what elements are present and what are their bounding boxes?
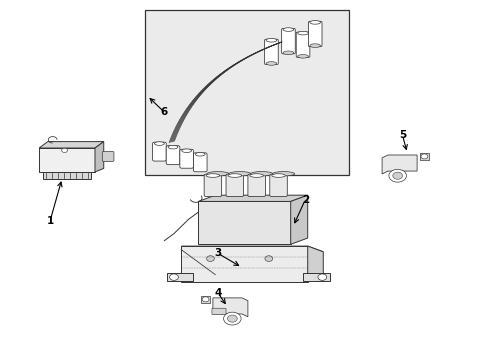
- FancyBboxPatch shape: [225, 174, 243, 197]
- Circle shape: [202, 297, 208, 302]
- Polygon shape: [307, 246, 323, 282]
- Text: 6: 6: [161, 107, 167, 117]
- FancyBboxPatch shape: [296, 32, 309, 57]
- Text: 5: 5: [398, 130, 406, 140]
- FancyBboxPatch shape: [211, 308, 225, 315]
- Circle shape: [420, 154, 427, 159]
- Circle shape: [61, 148, 67, 153]
- FancyBboxPatch shape: [269, 174, 287, 197]
- Ellipse shape: [265, 39, 276, 42]
- Ellipse shape: [227, 174, 241, 177]
- Ellipse shape: [309, 44, 320, 48]
- Ellipse shape: [265, 62, 276, 65]
- Polygon shape: [39, 148, 95, 172]
- Polygon shape: [166, 273, 193, 281]
- FancyBboxPatch shape: [193, 153, 206, 172]
- Circle shape: [169, 274, 178, 280]
- Text: 3: 3: [214, 248, 221, 258]
- Polygon shape: [181, 246, 323, 252]
- Polygon shape: [290, 195, 307, 244]
- Text: 2: 2: [301, 195, 308, 204]
- Ellipse shape: [206, 172, 228, 176]
- Ellipse shape: [250, 172, 272, 176]
- Polygon shape: [381, 155, 416, 174]
- Ellipse shape: [154, 142, 164, 145]
- Text: 1: 1: [46, 216, 54, 226]
- Polygon shape: [201, 296, 210, 303]
- Circle shape: [392, 172, 402, 179]
- Circle shape: [206, 256, 214, 261]
- Circle shape: [223, 312, 241, 325]
- Circle shape: [317, 274, 326, 280]
- Circle shape: [388, 169, 406, 182]
- Polygon shape: [302, 273, 329, 281]
- Circle shape: [227, 315, 237, 322]
- Polygon shape: [198, 195, 307, 202]
- Bar: [43, 172, 91, 179]
- Ellipse shape: [182, 149, 191, 153]
- Ellipse shape: [272, 172, 294, 176]
- Ellipse shape: [195, 153, 204, 156]
- Ellipse shape: [168, 145, 178, 149]
- FancyBboxPatch shape: [102, 152, 114, 161]
- Ellipse shape: [283, 51, 293, 55]
- Polygon shape: [212, 298, 247, 317]
- Polygon shape: [39, 141, 103, 148]
- Bar: [144, 10, 348, 175]
- FancyBboxPatch shape: [180, 149, 193, 168]
- FancyBboxPatch shape: [247, 174, 265, 197]
- FancyBboxPatch shape: [203, 174, 221, 197]
- FancyBboxPatch shape: [308, 21, 321, 47]
- Polygon shape: [181, 246, 307, 282]
- Ellipse shape: [283, 28, 293, 31]
- FancyBboxPatch shape: [166, 146, 180, 165]
- Polygon shape: [95, 141, 103, 172]
- Ellipse shape: [228, 172, 250, 176]
- Ellipse shape: [309, 21, 320, 24]
- FancyBboxPatch shape: [281, 28, 295, 54]
- Text: 4: 4: [214, 288, 221, 297]
- Ellipse shape: [297, 31, 308, 35]
- FancyBboxPatch shape: [152, 142, 166, 161]
- Polygon shape: [198, 202, 290, 244]
- FancyBboxPatch shape: [264, 39, 278, 64]
- Circle shape: [264, 256, 272, 261]
- Ellipse shape: [249, 174, 263, 177]
- Polygon shape: [419, 153, 428, 160]
- Ellipse shape: [271, 174, 285, 177]
- Ellipse shape: [205, 174, 219, 177]
- Ellipse shape: [297, 55, 308, 58]
